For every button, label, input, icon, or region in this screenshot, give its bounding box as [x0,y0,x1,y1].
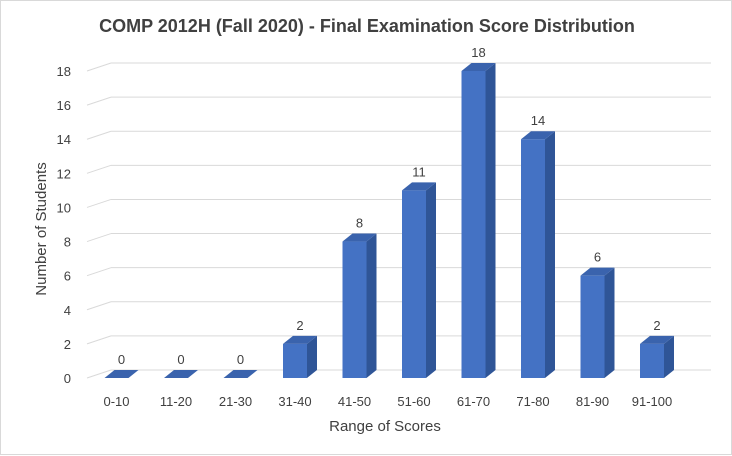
bar [461,63,496,378]
grid-lines [86,62,711,379]
data-label: 2 [653,318,660,333]
y-tick-label: 10 [57,200,71,215]
bar-top [104,370,139,378]
bar-side [366,233,377,378]
bar-side [485,63,496,378]
grid-line-side [86,164,112,174]
data-label: 11 [412,164,426,179]
bar [580,267,615,378]
x-tick-label: 31-40 [278,394,311,409]
grid-line-side [86,369,112,379]
x-tick-label: 0-10 [103,394,129,409]
data-labels: 0 0 0 2 8 11 18 14 6 2 [118,45,661,367]
data-label: 8 [356,216,363,231]
bar-side [664,335,674,378]
bar [521,131,555,378]
bars [104,63,674,378]
bar-side [545,131,555,378]
data-label: 6 [594,250,601,265]
x-tick-label: 11-20 [160,394,192,409]
bar-top [580,267,615,276]
bar-front [283,343,307,378]
bar [223,370,258,378]
y-axis-title: Number of Students [33,162,50,295]
bar [104,370,139,378]
y-tick-label: 18 [57,64,71,79]
y-axis-ticks: 0 2 4 6 8 10 12 14 16 18 [57,64,71,386]
bar-top [402,182,436,191]
bar-front [640,343,664,378]
data-label: 0 [118,352,125,367]
bar [342,233,377,378]
x-axis-ticks: 0-10 11-20 21-30 31-40 41-50 51-60 61-70 71-80 8… [103,394,672,409]
grid-line-side [86,96,112,106]
data-label: 18 [471,45,485,60]
x-tick-label: 61-70 [457,394,490,409]
bar-top [283,335,317,344]
grid-line-side [86,335,112,345]
bar-top [640,335,674,344]
data-label: 14 [531,113,545,128]
x-axis-title: Range of Scores [329,418,441,435]
data-label: 0 [237,352,244,367]
bar-front [342,241,367,378]
y-tick-label: 16 [57,98,71,113]
bar-top [342,233,377,242]
bar [640,335,674,378]
bar-front [402,190,426,378]
y-tick-label: 2 [64,337,71,352]
y-tick-label: 14 [57,132,71,147]
grid-line-side [86,267,112,277]
x-tick-label: 91-100 [632,394,672,409]
bar-side [307,335,317,378]
y-tick-label: 4 [64,303,71,318]
bar-top [461,63,496,71]
x-tick-label: 71-80 [516,394,549,409]
bar-side [604,267,615,378]
x-tick-label: 51-60 [397,394,430,409]
grid-line-side [86,198,112,208]
bar-top [521,131,555,140]
bar-front [521,139,545,378]
y-tick-label: 8 [64,235,71,250]
x-tick-label: 81-90 [576,394,609,409]
data-label: 0 [177,352,184,367]
bar [402,182,436,378]
grid-line-side [86,62,112,72]
y-tick-label: 6 [64,269,71,284]
bar-front [580,275,605,378]
bar [164,370,198,378]
bar [283,335,317,378]
bar-top [223,370,258,378]
bar-top [164,370,198,378]
bar-side [426,182,436,378]
x-tick-label: 21-30 [219,394,252,409]
data-label: 2 [296,318,303,333]
grid-line-side [86,233,112,243]
grid-line-side [86,301,112,311]
grid-line-side [86,130,112,140]
x-tick-label: 41-50 [338,394,371,409]
chart-title: COMP 2012H (Fall 2020) - Final Examinati… [99,16,635,36]
y-tick-label: 12 [57,166,71,181]
bar-front [461,71,486,378]
y-tick-label: 0 [64,371,71,386]
